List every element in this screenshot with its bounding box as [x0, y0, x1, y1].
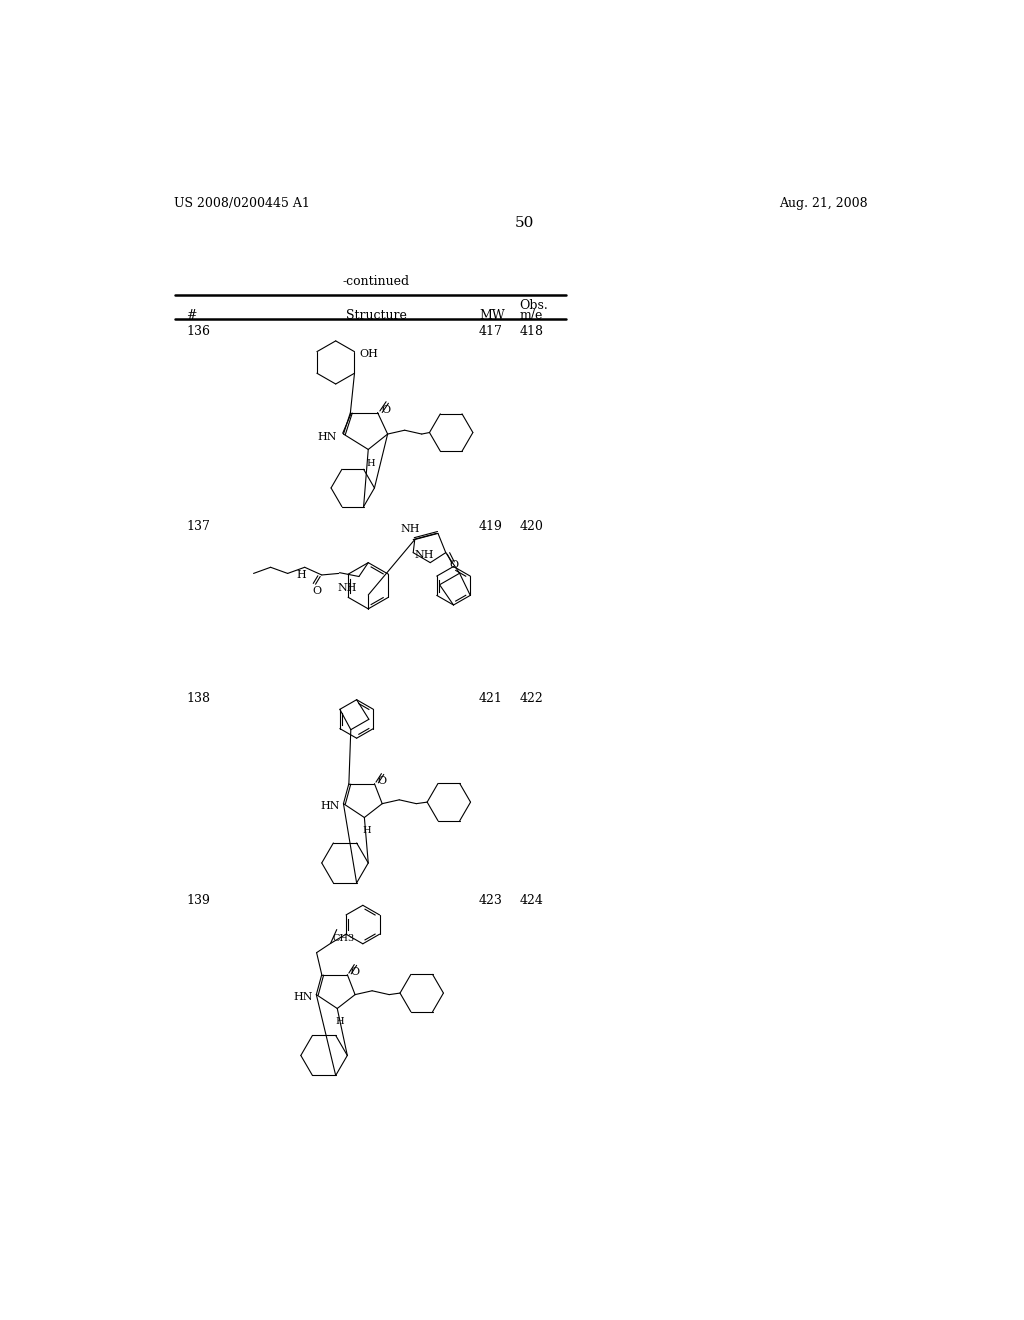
Text: m/e: m/e: [519, 309, 543, 322]
Text: 136: 136: [186, 326, 210, 338]
Text: 418: 418: [519, 326, 544, 338]
Text: O: O: [450, 561, 459, 570]
Text: Obs.: Obs.: [519, 300, 548, 313]
Text: 420: 420: [519, 520, 544, 533]
Text: HN: HN: [321, 800, 340, 810]
Text: OH: OH: [359, 348, 378, 359]
Text: H: H: [362, 826, 372, 836]
Text: 424: 424: [519, 894, 544, 907]
Text: 422: 422: [519, 692, 543, 705]
Text: -continued: -continued: [342, 276, 410, 289]
Text: HN: HN: [317, 432, 337, 442]
Text: 423: 423: [479, 894, 503, 907]
Text: 139: 139: [186, 894, 210, 907]
Text: 417: 417: [479, 326, 503, 338]
Text: MW: MW: [479, 309, 505, 322]
Text: H: H: [336, 1016, 344, 1026]
Text: H: H: [296, 570, 306, 581]
Text: CH3: CH3: [333, 935, 355, 944]
Text: US 2008/0200445 A1: US 2008/0200445 A1: [174, 197, 310, 210]
Text: 421: 421: [479, 692, 503, 705]
Text: 137: 137: [186, 520, 210, 533]
Text: Aug. 21, 2008: Aug. 21, 2008: [779, 197, 867, 210]
Text: 138: 138: [186, 692, 210, 705]
Text: O: O: [381, 405, 390, 414]
Text: 50: 50: [515, 216, 535, 230]
Text: NH: NH: [415, 550, 434, 560]
Text: O: O: [378, 776, 387, 785]
Text: H: H: [367, 459, 376, 467]
Text: HN: HN: [293, 991, 312, 1002]
Text: 419: 419: [479, 520, 503, 533]
Text: NH: NH: [400, 524, 420, 535]
Text: #: #: [186, 309, 197, 322]
Text: NH: NH: [337, 582, 356, 593]
Text: O: O: [312, 586, 322, 595]
Text: Structure: Structure: [345, 309, 407, 322]
Text: O: O: [350, 966, 359, 977]
